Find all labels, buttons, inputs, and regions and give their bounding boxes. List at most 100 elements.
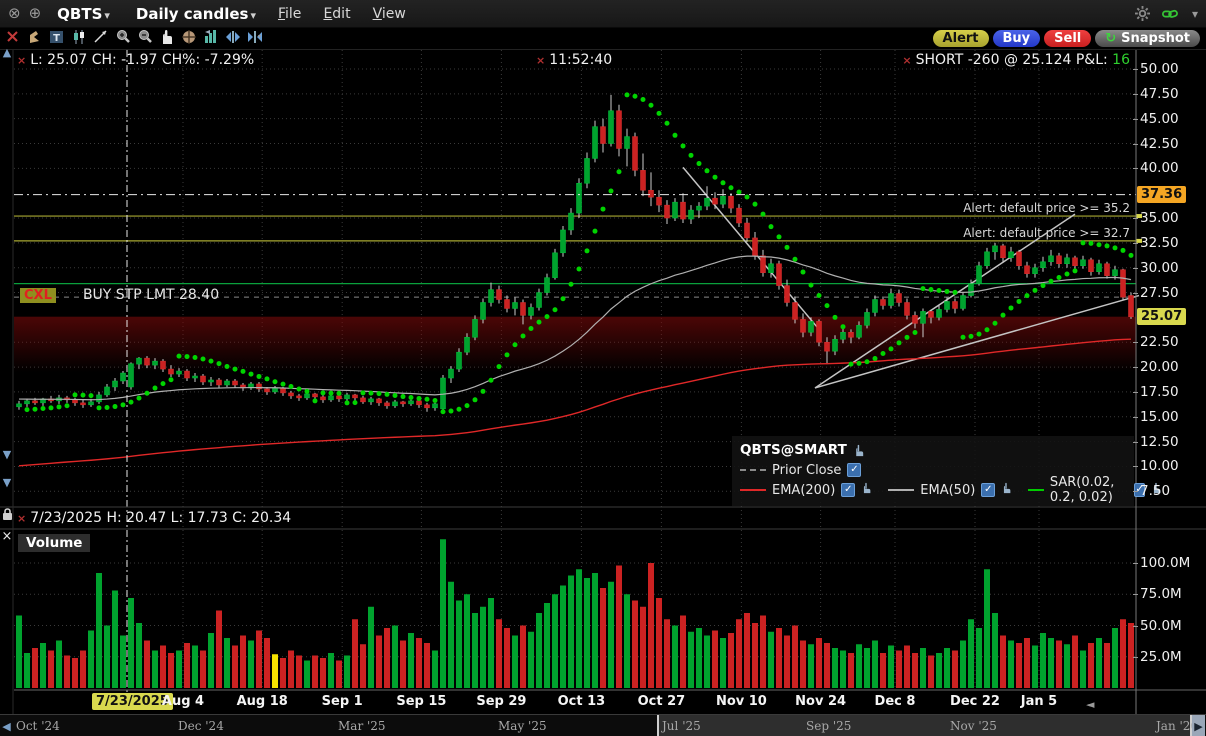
chevron-down-icon[interactable]: ▾ xyxy=(1191,6,1198,21)
expand-bars-icon[interactable] xyxy=(222,28,244,46)
position-readout: × SHORT -260 @ 25.124 P&L: 16 xyxy=(902,52,1130,68)
menu-file[interactable]: File xyxy=(277,5,302,22)
legend-label: SAR(0.02, 0.2, 0.02) xyxy=(1049,475,1115,505)
price-axis-tick xyxy=(1133,168,1138,170)
price-axis-label: 32.50 xyxy=(1140,234,1179,251)
price-axis-tick xyxy=(1133,118,1138,120)
scrollbar-period-label: Jan '26 xyxy=(1156,719,1199,733)
price-axis-label: 42.50 xyxy=(1140,135,1179,152)
buy-button[interactable]: Buy xyxy=(992,30,1041,47)
drag-hand-icon[interactable] xyxy=(853,444,865,457)
date-axis-label: Sep 1 xyxy=(321,694,363,709)
close-panel-icon[interactable]: × xyxy=(1,529,13,544)
legend-checkbox[interactable]: ✓ xyxy=(1134,483,1145,497)
legend-checkbox[interactable]: ✓ xyxy=(847,463,862,477)
legend-swatch xyxy=(888,489,915,491)
price-axis-label: 20.00 xyxy=(1140,359,1179,376)
panel-collapse-down-icon[interactable]: ▼ xyxy=(2,476,12,489)
text-tool-icon[interactable]: T xyxy=(46,28,68,46)
date-axis-label: Aug 18 xyxy=(236,694,288,709)
time-label: 11:52:40 xyxy=(549,52,613,68)
legend-label: EMA(200) xyxy=(772,482,836,498)
toolbar-icons: T xyxy=(2,28,266,50)
indicator-panel-icon[interactable] xyxy=(200,28,222,46)
panel-collapse-down-icon[interactable]: ▼ xyxy=(2,448,12,461)
alert-line-label[interactable]: Alert: default price >= 35.2 xyxy=(963,201,1130,216)
date-axis-label: Dec 8 xyxy=(874,694,916,709)
goto-latest-icon[interactable]: ◄ xyxy=(1086,698,1095,711)
position-label: SHORT -260 @ 25.124 P&L: xyxy=(915,52,1108,68)
legend-symbol-title: QBTS@SMART xyxy=(740,442,847,458)
price-axis-label: 10.00 xyxy=(1140,458,1179,475)
remove-icon[interactable]: × xyxy=(17,512,27,525)
alert-button[interactable]: Alert xyxy=(932,30,989,47)
cancel-order-button[interactable]: CXL xyxy=(20,288,56,303)
price-axis-label: 12.50 xyxy=(1140,433,1179,450)
zoom-out-icon[interactable] xyxy=(134,28,156,46)
volume-axis-label: 100.0M xyxy=(1140,555,1191,571)
legend-checkbox[interactable]: ✓ xyxy=(841,483,856,497)
drag-hand-icon[interactable] xyxy=(1001,482,1012,498)
sell-button[interactable]: Sell xyxy=(1044,30,1092,47)
drag-hand-icon[interactable] xyxy=(861,482,872,498)
title-bar: ⊗ ⊕ QBTS ▾ Daily candles ▾ File Edit View … xyxy=(0,0,1206,28)
symbol-selector[interactable]: QBTS ▾ xyxy=(49,4,110,23)
gear-icon[interactable] xyxy=(1134,6,1150,21)
crosshair-icon[interactable] xyxy=(178,28,200,46)
ohlc-values: 7/23/2025 H: 20.47 L: 17.73 C: 20.34 xyxy=(30,510,292,526)
drag-hand-icon[interactable] xyxy=(1151,482,1162,498)
alert-line-label[interactable]: Alert: default price >= 32.7 xyxy=(963,225,1130,240)
scrollbar-period-label: Sep '25 xyxy=(806,719,852,733)
time-scrollbar[interactable]: Oct '24 Dec '24 Mar '25 May '25 Jul '25 Sep '… xyxy=(0,714,1206,736)
crosshair-ohlc-readout: × 7/23/2025 H: 20.47 L: 17.73 C: 20.34 xyxy=(17,510,291,526)
timeframe-label: Daily candles xyxy=(135,5,249,23)
candles-tool-icon[interactable] xyxy=(68,28,90,46)
svg-text:T: T xyxy=(53,33,60,44)
legend-label: Prior Close xyxy=(772,462,842,478)
remove-icon[interactable]: × xyxy=(536,54,546,67)
chevron-down-icon: ▾ xyxy=(250,9,256,22)
price-axis-label: 27.50 xyxy=(1140,284,1179,301)
scroll-left-icon[interactable]: ◀ xyxy=(2,719,11,733)
close-icon[interactable] xyxy=(2,28,24,46)
price-axis-label: 7.50 xyxy=(1140,483,1171,500)
volume-axis-tick xyxy=(1133,563,1138,564)
date-axis-label: Aug 4 xyxy=(161,694,205,709)
menu-edit[interactable]: Edit xyxy=(323,5,351,22)
zoom-in-icon[interactable] xyxy=(112,28,134,46)
volume-panel-title: Volume xyxy=(18,532,91,552)
scrollbar-thumb[interactable] xyxy=(657,715,1192,736)
remove-icon[interactable]: × xyxy=(17,54,27,67)
order-line-label[interactable]: BUY STP LMT 28.40 xyxy=(82,287,220,303)
panel-collapse-up-icon[interactable]: ▲ xyxy=(2,46,12,59)
legend-checkbox[interactable]: ✓ xyxy=(981,483,996,497)
crosshair-date-tag: 7/23/2025 xyxy=(92,693,173,710)
compress-bars-icon[interactable] xyxy=(244,28,266,46)
price-axis-label: 15.00 xyxy=(1140,408,1179,425)
price-axis-label: 45.00 xyxy=(1140,110,1179,127)
legend-label: EMA(50) xyxy=(920,482,976,498)
legend-item-prior-close: Prior Close ✓ xyxy=(740,462,862,478)
date-axis-label: Nov 10 xyxy=(715,694,767,709)
volume-axis-label: 75.0M xyxy=(1140,586,1182,603)
draw-hand-icon[interactable] xyxy=(24,28,46,46)
scrollbar-period-label: May '25 xyxy=(498,719,547,733)
snapshot-button[interactable]: ↻ Snapshot xyxy=(1095,30,1200,47)
window-add-icon[interactable]: ⊕ xyxy=(28,4,42,22)
remove-icon[interactable]: × xyxy=(902,54,912,67)
link-icon[interactable] xyxy=(1161,7,1178,21)
pan-hand-icon[interactable] xyxy=(156,28,178,46)
timeframe-selector[interactable]: Daily candles ▾ xyxy=(128,4,256,23)
trade-buttons: Alert Buy Sell ↻ Snapshot xyxy=(932,30,1204,47)
price-axis-tick xyxy=(1133,367,1138,369)
scroll-right-icon[interactable]: ▶ xyxy=(1192,715,1205,736)
trendline-tool-icon[interactable] xyxy=(90,28,112,46)
price-axis-tick xyxy=(1133,342,1138,344)
legend-item-sar-0-02-0-2-0-02-: SAR(0.02, 0.2, 0.02) ✓ xyxy=(1028,475,1162,505)
menu-view[interactable]: View xyxy=(372,5,406,22)
window-close-icon[interactable]: ⊗ xyxy=(8,4,21,22)
volume-label: Volume xyxy=(18,534,91,552)
lock-icon[interactable] xyxy=(2,508,13,521)
